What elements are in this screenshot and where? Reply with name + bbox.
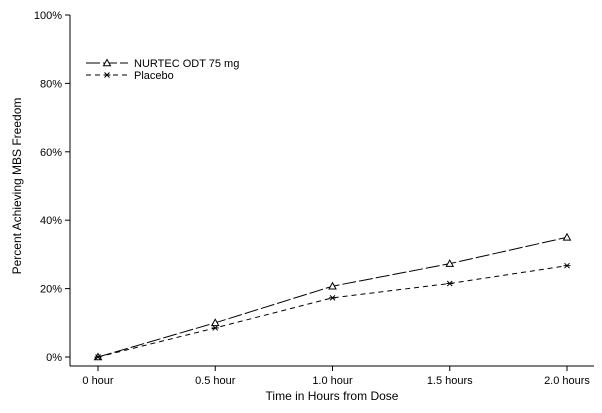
x-tick-label: 2.0 hours (544, 375, 590, 387)
y-axis: 0% 20% 40% 60% 80% 100% (34, 10, 71, 366)
y-tick-label: 100% (34, 10, 62, 22)
y-axis-title: Percent Achieving MBS Freedom (10, 98, 24, 275)
series-layer (93, 232, 572, 361)
x-axis: 0 hour 0.5 hour 1.0 hour 1.5 hours 2.0 hours (70, 365, 594, 387)
legend-label: NURTEC ODT 75 mg (134, 58, 239, 70)
legend-item: Placebo (86, 70, 174, 82)
y-tick-label: 20% (40, 284, 62, 296)
y-tick-label: 80% (40, 78, 62, 90)
y-tick-label: 60% (40, 147, 62, 159)
data-point (563, 262, 571, 269)
legend-item: NURTEC ODT 75 mg (86, 58, 239, 70)
series-line (97, 265, 568, 358)
data-point (446, 280, 454, 287)
data-point (328, 281, 337, 290)
data-point (210, 318, 220, 327)
y-tick-label: 0% (46, 352, 62, 364)
y-tick-label: 40% (40, 215, 62, 227)
legend-marker (103, 72, 111, 78)
data-point (211, 325, 219, 331)
series-0 (93, 232, 572, 361)
x-tick-label: 0 hour (82, 375, 114, 387)
legend-label: Placebo (134, 70, 174, 82)
data-point (329, 294, 336, 301)
x-axis-title: Time in Hours from Dose (266, 389, 399, 403)
data-point (445, 259, 455, 267)
x-tick-label: 1.0 hour (312, 375, 353, 387)
series-1 (94, 262, 571, 360)
data-point (94, 354, 102, 360)
x-tick-label: 0.5 hour (195, 375, 236, 387)
legend-marker (102, 58, 112, 67)
x-tick-label: 1.5 hours (427, 375, 473, 387)
data-point (562, 232, 572, 241)
